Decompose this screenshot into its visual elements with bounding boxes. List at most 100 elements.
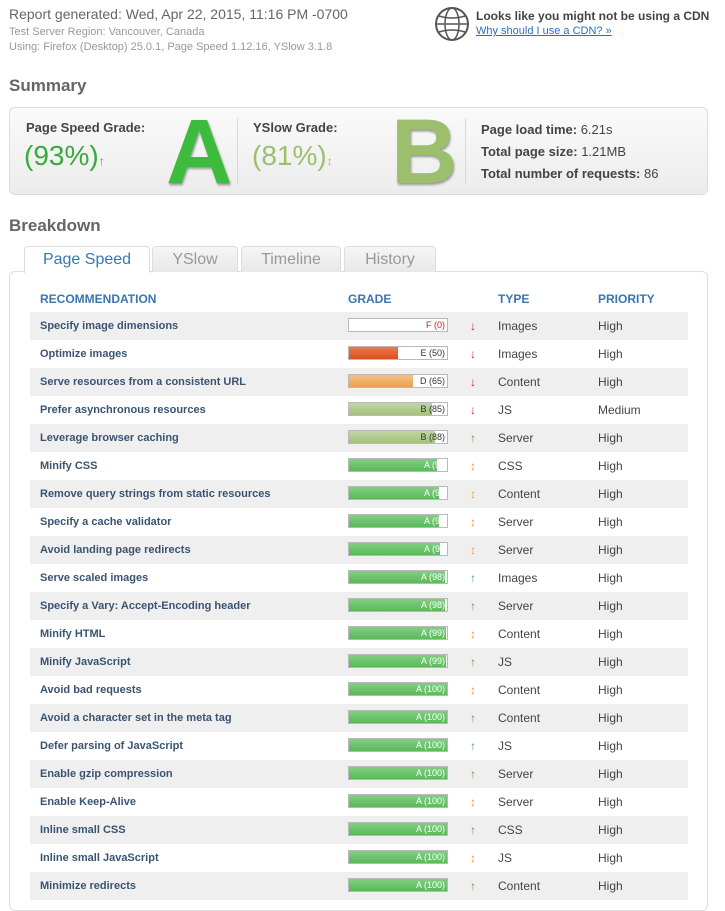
grade-value: A (93	[423, 544, 445, 554]
recommendation-name[interactable]: Enable Keep-Alive	[40, 796, 136, 808]
grade-bar: A (100)	[348, 710, 448, 724]
tab-history[interactable]: History	[344, 246, 436, 272]
col-header-recommendation[interactable]: RECOMMENDATION	[40, 292, 157, 306]
table-row[interactable]: Enable Keep-Alive A (100) ↕ Server High	[30, 788, 688, 816]
table-row[interactable]: Specify a Vary: Accept-Encoding header A …	[30, 592, 688, 620]
table-row[interactable]: Prefer asynchronous resources B (85) ↓ JS Me…	[30, 396, 688, 424]
priority: High	[598, 515, 623, 529]
cdn-notice: Looks like you might not be using a CDN …	[434, 6, 724, 44]
grade-bar: A (92	[348, 514, 448, 528]
summary-divider	[237, 118, 238, 184]
priority: High	[598, 683, 623, 697]
trend-up-icon: ↑	[470, 879, 476, 893]
trend-up-icon: ↑	[470, 599, 476, 613]
recommendation-name[interactable]: Minify JavaScript	[40, 656, 131, 668]
table-row[interactable]: Minify JavaScript A (99) ↑ JS High	[30, 648, 688, 676]
table-row[interactable]: Minify HTML A (99) ↕ Content High	[30, 620, 688, 648]
grade-bar: A (98)	[348, 598, 448, 612]
resource-type: Images	[498, 319, 538, 333]
table-row[interactable]: Specify image dimensions F (0) ↓ Images High	[30, 312, 688, 340]
recommendation-name[interactable]: Leverage browser caching	[40, 432, 179, 444]
priority: High	[598, 627, 623, 641]
table-row[interactable]: Avoid a character set in the meta tag A (…	[30, 704, 688, 732]
recommendation-name[interactable]: Optimize images	[40, 348, 128, 360]
recommendation-name[interactable]: Specify a cache validator	[40, 516, 172, 528]
recommendation-name[interactable]: Remove query strings from static resourc…	[40, 488, 271, 500]
page-stats: Page load time: 6.21s Total page size: 1…	[481, 119, 658, 185]
load-time-label: Page load time:	[481, 122, 578, 137]
grade-value: A (92	[423, 516, 445, 526]
table-row[interactable]: Serve scaled images A (98) ↑ Images High	[30, 564, 688, 592]
table-row[interactable]: Minimize redirects A (100) ↑ Content High	[30, 872, 688, 900]
recommendation-name[interactable]: Serve scaled images	[40, 572, 149, 584]
grade-value: B (85)	[420, 404, 445, 414]
col-header-grade[interactable]: GRADE	[348, 292, 392, 306]
yslow-grade-letter: B	[391, 101, 458, 203]
col-header-priority[interactable]: PRIORITY	[598, 292, 655, 306]
recommendation-name[interactable]: Enable gzip compression	[40, 768, 173, 780]
page-size-label: Total page size:	[481, 144, 578, 159]
table-row[interactable]: Avoid landing page redirects A (93 ↕ Server…	[30, 536, 688, 564]
resource-type: Content	[498, 711, 541, 725]
cdn-link[interactable]: Why should I use a CDN? »	[476, 25, 612, 37]
grade-value: A (99)	[420, 656, 445, 666]
recommendation-name[interactable]: Inline small JavaScript	[40, 852, 159, 864]
grade-bar-fill	[349, 543, 441, 555]
recommendation-name[interactable]: Avoid a character set in the meta tag	[40, 712, 232, 724]
recommendation-name[interactable]: Avoid bad requests	[40, 684, 142, 696]
breakdown-heading: Breakdown	[9, 216, 101, 235]
priority: High	[598, 431, 623, 445]
table-row[interactable]: Leverage browser caching B (88) ↑ Server Hig…	[30, 424, 688, 452]
grade-value: A (100)	[415, 796, 445, 806]
recommendations-table: Specify image dimensions F (0) ↓ Images High…	[30, 312, 688, 900]
recommendation-name[interactable]: Prefer asynchronous resources	[40, 404, 206, 416]
priority: High	[598, 739, 623, 753]
summary-heading: Summary	[9, 76, 87, 95]
table-row[interactable]: Remove query strings from static resourc…	[30, 480, 688, 508]
load-time-value: 6.21s	[580, 122, 613, 137]
resource-type: Content	[498, 487, 541, 501]
recommendation-name[interactable]: Inline small CSS	[40, 824, 126, 836]
recommendation-name[interactable]: Minify CSS	[40, 460, 98, 472]
recommendation-name[interactable]: Specify image dimensions	[40, 320, 179, 332]
table-row[interactable]: Serve resources from a consistent URL D (…	[30, 368, 688, 396]
recommendation-name[interactable]: Minimize redirects	[40, 880, 136, 892]
trend-up-icon: ↑	[470, 739, 476, 753]
grade-bar: A (100)	[348, 794, 448, 808]
tab-yslow[interactable]: YSlow	[152, 246, 238, 272]
resource-type: Server	[498, 795, 534, 809]
priority: High	[598, 823, 623, 837]
recommendation-name[interactable]: Specify a Vary: Accept-Encoding header	[40, 600, 251, 612]
yslow-grade-pct: (81%)↕	[252, 140, 333, 172]
table-row[interactable]: Avoid bad requests A (100) ↕ Content High	[30, 676, 688, 704]
resource-type: Server	[498, 431, 534, 445]
priority: High	[598, 319, 623, 333]
recommendation-name[interactable]: Minify HTML	[40, 628, 106, 640]
col-header-type[interactable]: TYPE	[498, 292, 530, 306]
grade-bar-fill	[349, 851, 447, 863]
test-tools: Using: Firefox (Desktop) 25.0.1, Page Sp…	[9, 41, 333, 53]
grade-bar: B (85)	[348, 402, 448, 416]
grade-bar-fill	[349, 795, 447, 807]
globe-icon	[435, 7, 469, 41]
grade-value: A (100)	[415, 684, 445, 694]
grade-bar: A (100)	[348, 682, 448, 696]
table-row[interactable]: Inline small CSS A (100) ↑ CSS High	[30, 816, 688, 844]
table-row[interactable]: Minify CSS A (90 ↕ CSS High	[30, 452, 688, 480]
tab-page-speed[interactable]: Page Speed	[24, 246, 150, 273]
grade-bar: B (88)	[348, 430, 448, 444]
table-row[interactable]: Specify a cache validator A (92 ↕ Server Hig…	[30, 508, 688, 536]
table-row[interactable]: Optimize images E (50) ↓ Images High	[30, 340, 688, 368]
table-row[interactable]: Defer parsing of JavaScript A (100) ↑ JS Hig…	[30, 732, 688, 760]
grade-bar: A (100)	[348, 738, 448, 752]
table-row[interactable]: Enable gzip compression A (100) ↑ Server Hig…	[30, 760, 688, 788]
tab-timeline[interactable]: Timeline	[241, 246, 341, 272]
recommendation-name[interactable]: Defer parsing of JavaScript	[40, 740, 184, 752]
table-row[interactable]: Inline small JavaScript A (100) ↕ JS High	[30, 844, 688, 872]
resource-type: Content	[498, 627, 541, 641]
grade-value: A (98)	[420, 600, 445, 610]
recommendation-name[interactable]: Serve resources from a consistent URL	[40, 376, 247, 388]
recommendation-name[interactable]: Avoid landing page redirects	[40, 544, 191, 556]
resource-type: Server	[498, 599, 534, 613]
priority: High	[598, 459, 623, 473]
